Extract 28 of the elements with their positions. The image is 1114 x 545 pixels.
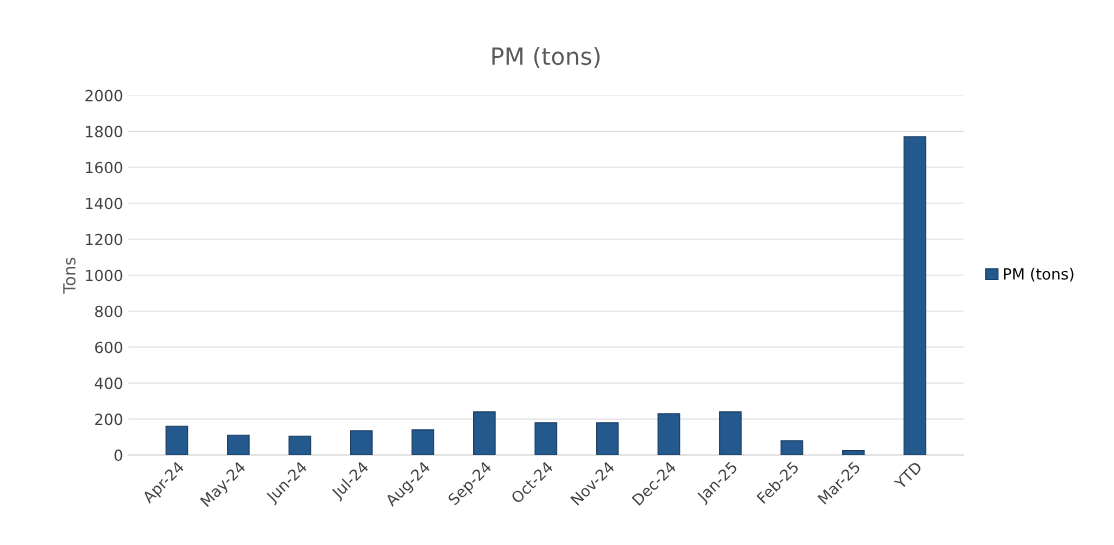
y-axis-title: Tons <box>63 257 76 294</box>
chart-title: PM (tons) <box>492 46 600 68</box>
y-tick-label: 200 <box>95 413 123 426</box>
bar <box>780 440 804 456</box>
y-tick-label: 0 <box>114 449 123 462</box>
legend-label: PM (tons) <box>1004 267 1074 282</box>
bar <box>719 411 742 456</box>
bar <box>227 434 250 456</box>
bar <box>411 429 435 456</box>
y-tick-label: 2000 <box>85 89 123 102</box>
bar <box>350 430 373 456</box>
y-tick-label: 1000 <box>86 269 123 282</box>
bar <box>842 450 865 456</box>
bar <box>473 411 496 456</box>
y-tick-label: 1600 <box>86 161 123 174</box>
y-tick-label: 600 <box>95 341 123 354</box>
y-tick-label: 1800 <box>86 125 123 138</box>
y-tick-label: 800 <box>95 305 123 318</box>
y-tick-label: 1200 <box>86 233 123 246</box>
y-tick-label: 400 <box>94 377 123 390</box>
bar <box>165 425 189 456</box>
y-tick-label: 1400 <box>86 197 123 210</box>
x-tick-label: YTD <box>893 460 923 490</box>
bar <box>596 422 619 456</box>
bar <box>288 435 312 456</box>
bar <box>903 136 927 456</box>
bar <box>534 422 558 456</box>
bar <box>657 413 681 456</box>
